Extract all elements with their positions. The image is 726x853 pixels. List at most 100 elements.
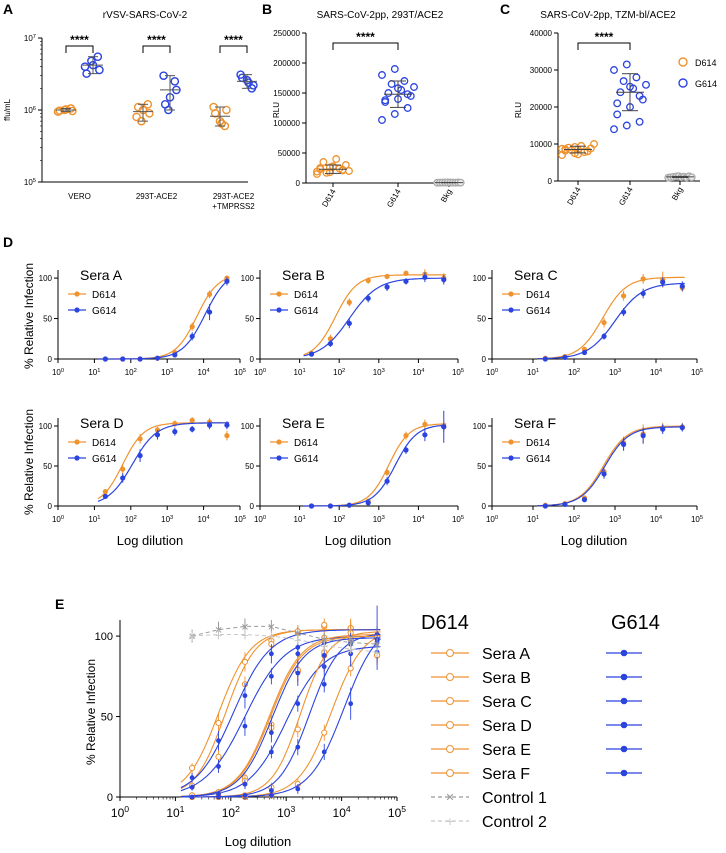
sera-c-g614-point xyxy=(295,701,301,707)
sera-b-g614-point xyxy=(216,764,221,769)
legend-label-d614: D614 xyxy=(526,438,550,449)
panel-e: 0 50 100 100 101 102 103 104 105 % Relative Infec… xyxy=(84,605,660,849)
subplot-title: Sera E xyxy=(282,415,325,431)
sera-b-d614-point xyxy=(215,753,222,760)
y-tick-label: 0 xyxy=(548,177,553,186)
g614-point xyxy=(154,355,161,361)
g614-point xyxy=(172,352,178,358)
legend-label-sera-c: Sera C xyxy=(482,694,532,711)
g614-point xyxy=(170,77,180,86)
significance-bracket xyxy=(577,42,631,50)
legend-marker-sera-e-d614 xyxy=(446,745,454,753)
g614-point xyxy=(562,501,568,507)
x-tick-label: 105 xyxy=(691,368,703,377)
legend-label-g614: G614 xyxy=(92,306,117,317)
d614-point xyxy=(132,112,141,122)
g614-point xyxy=(120,475,126,481)
d614-point xyxy=(319,158,328,166)
g614-point xyxy=(542,503,548,509)
legend-marker-g614 xyxy=(74,307,80,313)
chart-title: SARS-CoV-2pp, 293T/ACE2 xyxy=(317,10,444,21)
g614-point xyxy=(581,497,588,503)
sera-d-g614-point xyxy=(242,693,248,699)
legend-marker-g614 xyxy=(678,78,688,88)
x-tick-label: 103 xyxy=(161,515,173,524)
y-tick-label: 0 xyxy=(482,355,487,364)
legend-label-d614: D614 xyxy=(294,438,318,449)
sera-d-d614-point xyxy=(241,658,249,665)
x-tick-label: 104 xyxy=(650,368,663,377)
sera-d-g614-point xyxy=(216,738,221,744)
x-tick-label: 100 xyxy=(111,804,129,820)
g614-fit-curve xyxy=(303,424,447,507)
d614-fit-curve xyxy=(303,274,447,356)
control-2-point: + xyxy=(294,635,302,646)
x-tick-label: 103 xyxy=(373,515,385,524)
g614-point xyxy=(403,104,412,112)
d614-point xyxy=(345,167,353,175)
subplot-sera-b: 0 50 100 100 101 102 103 104 105 Sera B D614 G614 xyxy=(241,267,464,377)
d614-point xyxy=(68,106,77,116)
g614-point xyxy=(384,284,390,290)
g614-point xyxy=(327,341,334,347)
d614-point xyxy=(189,417,195,423)
g614-point xyxy=(387,80,396,88)
significance-label: **** xyxy=(595,30,614,44)
x-tick-label: 105 xyxy=(388,804,406,820)
y-tick-label: 150000 xyxy=(273,89,300,98)
x-tick-label: 103 xyxy=(609,368,621,377)
sera-c-g614-point xyxy=(268,749,274,755)
subplot-sera-a: 0 50 100 100 101 102 103 104 105 Sera A D614 G614 xyxy=(39,267,246,377)
g614-point xyxy=(613,110,622,119)
g614-point xyxy=(206,422,213,428)
g614-point xyxy=(601,471,607,477)
d614-point xyxy=(338,166,347,175)
legend-label-sera-d: Sera D xyxy=(482,718,532,735)
g614-point xyxy=(613,99,622,108)
x-tick-label: 100 xyxy=(52,368,64,377)
subplot-sera-c: 0 50 100 100 101 102 103 104 105 Sera C D614 G614 xyxy=(473,267,703,377)
g614-point xyxy=(660,279,666,285)
x-tick-label: 101 xyxy=(88,515,100,524)
legend-marker-sera-f-g614 xyxy=(620,769,628,777)
legend-marker-d614 xyxy=(276,439,282,445)
x-tick-label: 103 xyxy=(373,368,385,377)
sera-e-g614-point xyxy=(242,792,248,798)
significance-bracket xyxy=(142,45,171,53)
legend-marker-sera-d-d614 xyxy=(446,721,454,729)
significance-label: **** xyxy=(147,33,166,47)
subplot-title: Sera C xyxy=(514,267,558,283)
g614-point xyxy=(620,309,627,315)
x-tick-label: 102 xyxy=(125,515,137,524)
x-tick-label: 103 xyxy=(161,368,173,377)
y-tick-label: 10000 xyxy=(530,140,553,149)
d614-point xyxy=(206,291,213,297)
sera-e-d614-point xyxy=(294,726,301,733)
d614-point xyxy=(222,105,231,115)
legend-label-control-1: Control 1 xyxy=(482,790,547,807)
legend-title-d614: D614 xyxy=(421,612,469,634)
sera-d-d614-point xyxy=(321,621,328,628)
x-tick-label: 105 xyxy=(234,368,246,377)
g614-point xyxy=(403,278,409,284)
legend-marker-sera-a-g614 xyxy=(620,649,628,657)
x-tick-label: 102 xyxy=(222,804,240,820)
subplot-sera-f: 0 50 100 100 101 102 103 104 105 Sera F D614 G614 xyxy=(473,415,703,524)
g614-point xyxy=(102,356,108,362)
legend-label-g614: G614 xyxy=(294,454,319,465)
legend-marker-sera-e-g614 xyxy=(620,745,628,753)
legend-marker-sera-a-d614 xyxy=(446,649,454,657)
g614-point xyxy=(679,425,685,431)
d614-point xyxy=(558,144,566,153)
legend-marker-d614 xyxy=(678,57,688,67)
d614-point xyxy=(590,140,598,148)
sera-f-g614-point xyxy=(295,670,301,676)
g614-point xyxy=(346,320,352,326)
x-tick-label: 100 xyxy=(486,368,498,377)
legend-label-g614: G614 xyxy=(526,306,551,317)
sera-e-g614-fit-curve xyxy=(180,633,381,798)
sera-a-g614-point xyxy=(348,701,354,707)
x-tick-label: 100 xyxy=(486,515,498,524)
y-tick-label: 100000 xyxy=(273,119,300,128)
y-tick-label: 100 xyxy=(95,631,113,643)
